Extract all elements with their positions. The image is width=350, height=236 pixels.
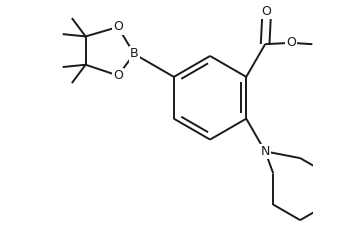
Text: O: O	[286, 36, 296, 49]
Text: O: O	[113, 21, 123, 34]
Text: B: B	[130, 47, 139, 60]
Text: O: O	[261, 5, 271, 18]
Text: N: N	[260, 145, 270, 158]
Text: O: O	[113, 69, 123, 82]
